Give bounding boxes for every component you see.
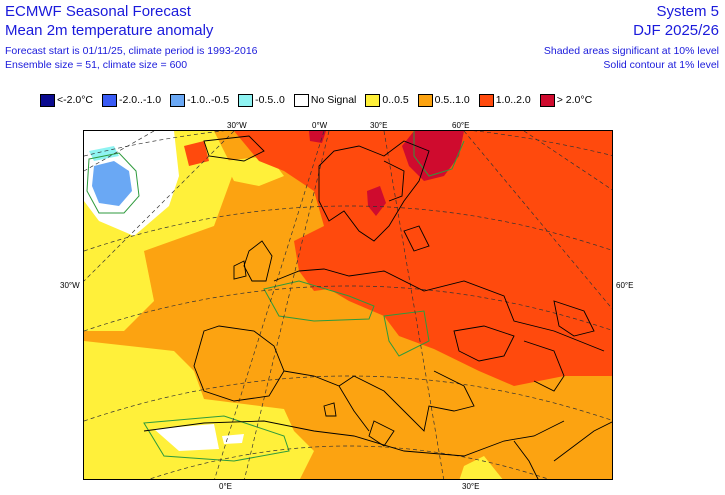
grid-label-left-30w: 30°W — [60, 281, 80, 290]
legend-swatch — [238, 93, 254, 107]
grid-label-right-60e: 60°E — [616, 281, 634, 290]
legend-label: <-2.0°C — [57, 94, 94, 106]
season-label: DJF 2025/26 — [633, 22, 719, 39]
anomaly-map — [83, 130, 613, 480]
legend-label: -0.5..0 — [255, 94, 285, 106]
coastlines — [143, 135, 612, 479]
legend-item: 1.0..2.0 — [478, 93, 531, 107]
anomaly-field-cold-greenland — [92, 161, 132, 206]
legend-item: > 2.0°C — [539, 93, 593, 107]
significance-shaded-note: Shaded areas significant at 10% level — [543, 45, 719, 57]
color-legend: <-2.0°C -2.0..-1.0 -1.0..-0.5 -0.5..0 No… — [40, 93, 601, 107]
legend-label: No Signal — [310, 94, 357, 106]
legend-swatch — [293, 93, 309, 107]
anomaly-field-yellow-west — [84, 251, 154, 331]
legend-swatch — [40, 93, 55, 107]
ensemble-info: Ensemble size = 51, climate size = 600 — [5, 59, 188, 71]
graticule — [84, 131, 612, 479]
legend-swatch — [365, 93, 381, 107]
legend-item: 0..0.5 — [365, 93, 409, 107]
anomaly-field-strong-warm-small — [309, 131, 326, 143]
legend-item: -2.0..-1.0 — [102, 93, 162, 107]
legend-label: 0.5..1.0 — [434, 94, 470, 106]
grid-label-top-0w: 0°W — [312, 121, 328, 130]
grid-label-top-60e: 60°E — [452, 121, 470, 130]
anomaly-field-no-signal-south — [154, 424, 219, 451]
legend-label: -1.0..-0.5 — [187, 94, 230, 106]
anomaly-field-strong-warm-north — [402, 131, 464, 181]
legend-swatch — [539, 93, 555, 107]
anomaly-field-yellow-southeast — [459, 456, 503, 479]
legend-swatch — [170, 93, 186, 107]
grid-label-top-30e: 30°E — [370, 121, 388, 130]
legend-swatch — [478, 93, 494, 107]
legend-item: 0.5..1.0 — [417, 93, 470, 107]
anomaly-field-warm-small-northwest — [184, 141, 209, 166]
forecast-info: Forecast start is 01/11/25, climate peri… — [5, 45, 258, 57]
system-label: System 5 — [656, 3, 719, 20]
anomaly-field-strong-warm-scandinavia — [367, 186, 386, 216]
variable-title: Mean 2m temperature anomaly — [5, 22, 214, 39]
legend-label: -2.0..-1.0 — [119, 94, 162, 106]
map-canvas — [84, 131, 612, 479]
legend-item: -1.0..-0.5 — [170, 93, 230, 107]
legend-item: No Signal — [293, 93, 357, 107]
forecast-title: ECMWF Seasonal Forecast — [5, 3, 191, 20]
anomaly-field-yellow-southwest — [84, 341, 314, 479]
significance-contours — [86, 131, 465, 462]
significance-contour-note: Solid contour at 1% level — [603, 59, 719, 71]
legend-item: -0.5..0 — [238, 93, 285, 107]
grid-label-bottom-0e: 0°E — [219, 482, 232, 491]
legend-swatch — [102, 93, 118, 107]
legend-label: 0..0.5 — [382, 94, 409, 106]
legend-swatch — [417, 93, 433, 107]
grid-label-bottom-30e: 30°E — [462, 482, 480, 491]
legend-item: <-2.0°C — [40, 93, 94, 107]
grid-label-top-30w: 30°W — [227, 121, 247, 130]
legend-label: > 2.0°C — [556, 94, 593, 106]
legend-label: 1.0..2.0 — [495, 94, 531, 106]
anomaly-field-no-signal-small — [222, 434, 244, 444]
